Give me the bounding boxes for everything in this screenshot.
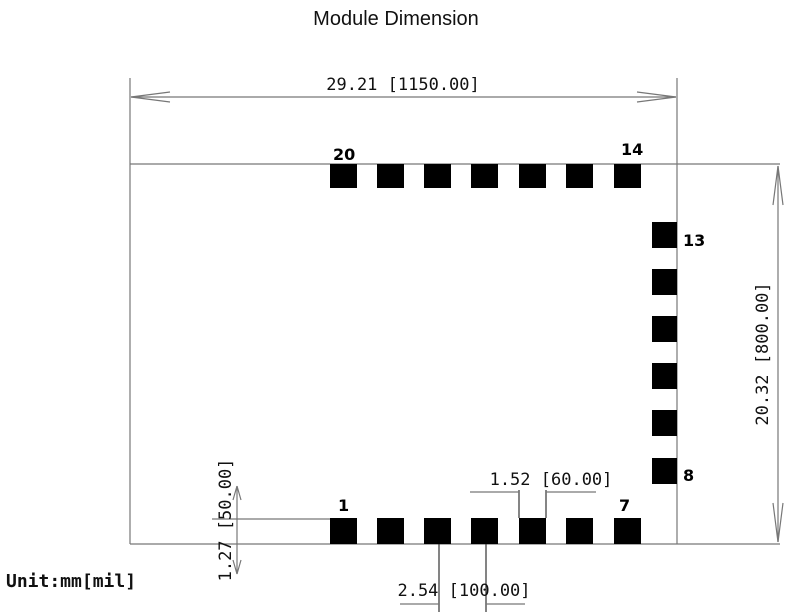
pin-label-13: 13 (683, 231, 705, 250)
pad-20 (330, 164, 357, 188)
pad-19 (377, 164, 404, 188)
width-dimension: 29.21 [1150.00] (130, 75, 677, 103)
diagram-title: Module Dimension (313, 8, 479, 30)
pitch-dimension: 2.54 [100.00] (397, 544, 531, 612)
pad-10 (652, 363, 677, 389)
bottom-pad-row (330, 518, 641, 544)
pin-label-20: 20 (333, 145, 355, 164)
height-dimension: 20.32 [800.00] (753, 165, 784, 543)
pad-8 (652, 458, 677, 484)
pin-label-8: 8 (683, 466, 694, 485)
pad-16 (519, 164, 546, 188)
pad-5 (519, 518, 546, 544)
pad-width-dimension: 1.52 [60.00] (470, 470, 612, 518)
pad-11 (652, 316, 677, 342)
pin-label-14: 14 (621, 140, 643, 159)
pad-2 (377, 518, 404, 544)
pad-15 (566, 164, 593, 188)
top-pad-row (330, 164, 641, 188)
pad-12 (652, 269, 677, 295)
pad-4 (471, 518, 498, 544)
pad-9 (652, 410, 677, 436)
width-dimension-label: 29.21 [1150.00] (326, 75, 480, 95)
right-pad-column (652, 222, 677, 484)
pad-1 (330, 518, 357, 544)
pad-18 (424, 164, 451, 188)
pin-label-1: 1 (338, 496, 349, 515)
height-dimension-label: 20.32 [800.00] (753, 282, 773, 425)
pad-width-label: 1.52 [60.00] (490, 470, 613, 490)
pad-height-label: 1.27 [50.00] (216, 459, 236, 582)
pitch-label: 2.54 [100.00] (397, 581, 530, 601)
unit-label: Unit:mm[mil] (6, 571, 136, 592)
pad-14 (614, 164, 641, 188)
pad-13 (652, 222, 677, 248)
pad-3 (424, 518, 451, 544)
pin-label-7: 7 (619, 496, 630, 515)
pad-7 (614, 518, 641, 544)
pad-height-dimension: 1.27 [50.00] (212, 459, 330, 582)
pad-17 (471, 164, 498, 188)
pad-6 (566, 518, 593, 544)
